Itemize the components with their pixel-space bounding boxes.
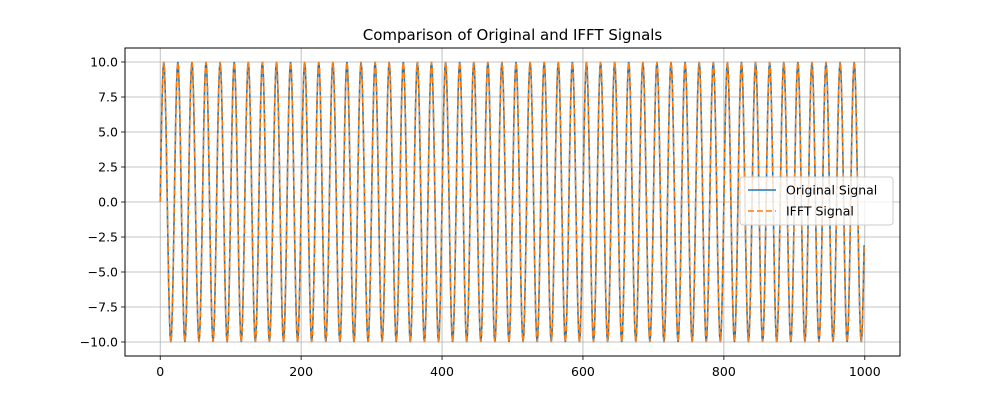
- x-tick-label: 200: [289, 364, 313, 379]
- y-tick-label: 10.0: [90, 55, 118, 70]
- y-tick-label: −5.0: [88, 265, 118, 280]
- x-tick-label: 800: [712, 364, 736, 379]
- legend-label-ifft: IFFT Signal: [786, 204, 854, 219]
- chart-title: Comparison of Original and IFFT Signals: [363, 26, 663, 44]
- y-tick-label: 5.0: [98, 125, 118, 140]
- series-layer: [159, 61, 865, 343]
- y-tick-label: −7.5: [88, 300, 118, 315]
- y-tick-label: 0.0: [98, 195, 118, 210]
- series-ifft-line: [159, 61, 865, 343]
- x-tick-label: 1000: [849, 364, 881, 379]
- y-tick-label: 2.5: [98, 160, 118, 175]
- y-tick-label: 7.5: [98, 90, 118, 105]
- ticks: 0 200 400 600 800 1000 −10.0 −7.5 −5.0 −2.5 0.0 2.5…: [80, 55, 881, 380]
- x-tick-label: 600: [571, 364, 595, 379]
- legend-label-original: Original Signal: [786, 183, 877, 198]
- legend: Original Signal IFFT Signal: [739, 176, 894, 226]
- x-tick-label: 400: [430, 364, 454, 379]
- y-tick-label: −2.5: [88, 230, 118, 245]
- legend-box: [739, 176, 894, 226]
- y-tick-label: −10.0: [80, 335, 118, 350]
- x-tick-label: 0: [156, 364, 164, 379]
